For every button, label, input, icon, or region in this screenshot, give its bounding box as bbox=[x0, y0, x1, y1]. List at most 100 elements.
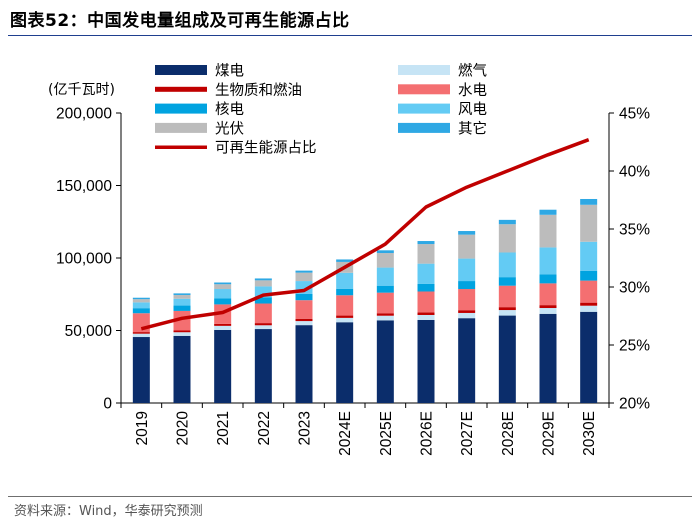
bar-segment-coal bbox=[580, 311, 598, 403]
legend-swatch-wind bbox=[398, 103, 450, 114]
bar-segment-nuclear bbox=[295, 293, 313, 301]
footer-rule bbox=[8, 496, 692, 497]
legend-swatch-other bbox=[398, 122, 450, 133]
bar-segment-hydro bbox=[295, 300, 313, 319]
legend-label-solar: 光伏 bbox=[215, 120, 244, 137]
bar-segment-hydro bbox=[376, 292, 394, 314]
bar-segment-wind bbox=[458, 258, 476, 282]
source-note: 资料来源：Wind，华泰研究预测 bbox=[14, 504, 203, 519]
bar-segment-bio bbox=[376, 313, 394, 316]
y2-tick-label: 30% bbox=[619, 280, 650, 297]
bar-segment-other bbox=[458, 231, 476, 235]
bar-segment-nuclear bbox=[132, 308, 150, 314]
legend-label-renewable-share: 可再生能源占比 bbox=[215, 140, 317, 157]
x-tick-label: 2030E bbox=[581, 411, 598, 456]
x-tick-label: 2022 bbox=[256, 411, 273, 445]
x-tick-label: 2029E bbox=[541, 411, 558, 456]
bar-segment-other bbox=[295, 270, 313, 273]
bar-segment-wind bbox=[539, 247, 557, 275]
bar-segment-solar bbox=[214, 284, 232, 290]
bar-segment-bio bbox=[580, 302, 598, 306]
bar-segment-solar bbox=[458, 234, 476, 259]
bar-segment-gas bbox=[336, 317, 354, 323]
bar-segment-nuclear bbox=[376, 285, 394, 293]
bar-segment-solar bbox=[132, 299, 150, 303]
legend-swatch-gas bbox=[398, 65, 450, 75]
bar-segment-other bbox=[132, 297, 150, 300]
bar-segment-bio bbox=[417, 312, 435, 315]
legend-swatch-hydro bbox=[398, 84, 450, 95]
bar-segment-solar bbox=[498, 224, 516, 253]
legend-label-gas: 燃气 bbox=[458, 62, 487, 80]
bar-segment-hydro bbox=[254, 303, 272, 324]
bar-segment-other bbox=[539, 209, 557, 215]
legend-swatch-coal bbox=[155, 65, 207, 75]
bar-segment-nuclear bbox=[580, 270, 598, 281]
y-tick-label: 150,000 bbox=[56, 178, 112, 195]
bar-segment-solar bbox=[417, 244, 435, 264]
bar-segment-solar bbox=[376, 253, 394, 268]
bar-segment-bio bbox=[539, 305, 557, 309]
bar-segment-hydro bbox=[417, 291, 435, 313]
bar-segment-other bbox=[417, 241, 435, 245]
bar-segment-other bbox=[498, 219, 516, 225]
legend-swatch-nuclear bbox=[155, 103, 207, 114]
bar-segment-coal bbox=[295, 325, 313, 403]
x-tick-label: 2024E bbox=[337, 411, 354, 456]
bar-segment-nuclear bbox=[539, 274, 557, 284]
x-tick-label: 2019 bbox=[134, 411, 151, 445]
bar-segment-gas bbox=[132, 333, 150, 338]
bar-segment-other bbox=[173, 293, 191, 295]
y2-tick-label: 25% bbox=[619, 338, 650, 355]
bar-segment-wind bbox=[132, 302, 150, 309]
bar-segment-gas bbox=[214, 325, 232, 330]
bar-segment-gas bbox=[580, 305, 598, 312]
bar-segment-bio bbox=[498, 307, 516, 311]
bar-segment-solar bbox=[173, 294, 191, 299]
bar-segment-other bbox=[214, 282, 232, 285]
x-tick-label: 2021 bbox=[215, 411, 232, 445]
chart-title: 图表52：中国发电量组成及可再生能源占比 bbox=[10, 11, 350, 31]
bar-segment-bio bbox=[336, 315, 354, 318]
bar-segment-nuclear bbox=[458, 281, 476, 290]
bar-segment-bio bbox=[295, 318, 313, 322]
bar-segment-gas bbox=[376, 315, 394, 321]
y2-tick-label: 35% bbox=[619, 222, 650, 239]
x-tick-label: 2028E bbox=[500, 411, 517, 456]
bar-segment-gas bbox=[254, 325, 272, 330]
bar-segment-gas bbox=[295, 321, 313, 326]
title-rule bbox=[8, 35, 692, 36]
bar-segment-solar bbox=[295, 272, 313, 282]
y-tick-label: 0 bbox=[103, 396, 112, 413]
bar-segment-wind bbox=[498, 252, 516, 278]
y2-tick-label: 20% bbox=[619, 396, 650, 413]
bar-segment-other bbox=[254, 278, 272, 281]
legend-label-coal: 煤电 bbox=[215, 63, 244, 80]
legend-label-wind: 风电 bbox=[458, 101, 487, 118]
y-tick-label: 200,000 bbox=[56, 106, 112, 123]
legend-label-other: 其它 bbox=[458, 119, 487, 137]
bar-segment-bio bbox=[458, 310, 476, 313]
bar-segment-coal bbox=[173, 335, 191, 403]
bar-segment-wind bbox=[580, 241, 598, 271]
bar-segment-hydro bbox=[132, 313, 150, 333]
bar-segment-hydro bbox=[539, 283, 557, 306]
bar-segment-gas bbox=[539, 308, 557, 314]
bar-segment-wind bbox=[417, 263, 435, 284]
bar-segment-wind bbox=[254, 286, 272, 298]
bar-segment-coal bbox=[539, 313, 557, 403]
x-tick-label: 2027E bbox=[459, 411, 476, 456]
bar-segment-wind bbox=[214, 289, 232, 299]
y2-tick-label: 40% bbox=[619, 164, 650, 181]
legend-label-bio: 生物质和燃油 bbox=[215, 81, 302, 99]
bar-segment-hydro bbox=[580, 280, 598, 303]
y-axis-unit-label: (亿千瓦时) bbox=[48, 82, 115, 98]
bar-segment-solar bbox=[539, 214, 557, 248]
legend-swatch-bio bbox=[155, 86, 207, 92]
bar-segment-hydro bbox=[336, 295, 354, 316]
bar-segment-other bbox=[336, 259, 354, 262]
bar-segment-bio bbox=[132, 332, 150, 334]
bar-segment-hydro bbox=[498, 285, 516, 308]
bar-segment-hydro bbox=[173, 310, 191, 331]
